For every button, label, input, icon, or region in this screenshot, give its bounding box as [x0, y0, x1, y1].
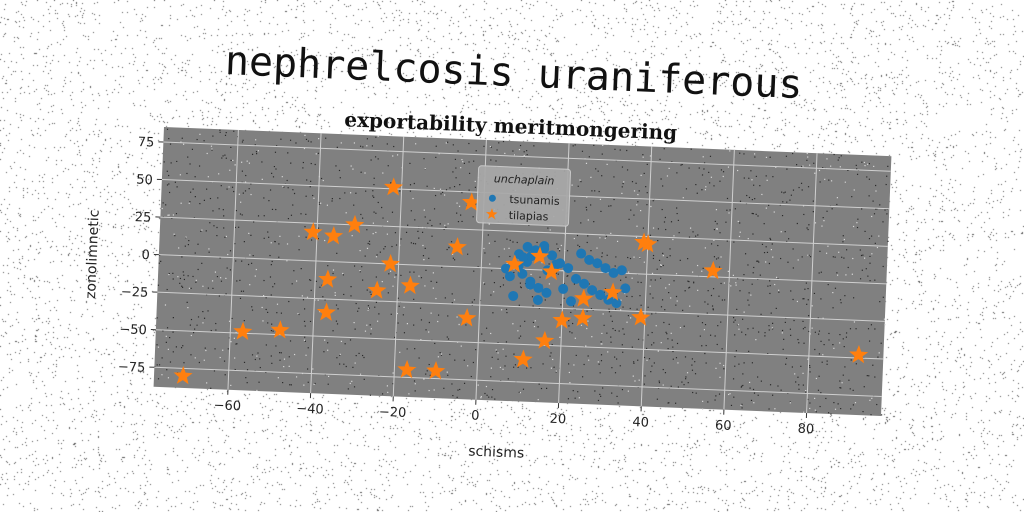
grid-line-x	[806, 153, 818, 414]
point-tsunamis	[587, 285, 598, 296]
point-tilapias	[173, 365, 193, 385]
point-tsunamis	[504, 271, 515, 282]
point-tsunamis	[565, 296, 576, 307]
point-tilapias	[542, 261, 562, 281]
point-tilapias	[233, 321, 253, 341]
x-axis-ticks: −60 −40 −20 0 20 40 60 80	[213, 389, 814, 438]
point-tilapias	[270, 320, 290, 339]
point-tilapias	[505, 254, 525, 273]
point-tsunamis	[592, 258, 603, 269]
point-tilapias	[367, 280, 387, 299]
point-tsunamis	[518, 252, 529, 263]
point-tsunamis	[555, 258, 566, 269]
point-tsunamis	[541, 287, 552, 298]
y-tick-label: 25	[134, 210, 151, 226]
point-tsunamis	[533, 282, 544, 293]
x-tick-label: 40	[632, 415, 649, 431]
point-tsunamis	[501, 263, 512, 274]
legend: unchaplain tsunamis tilapias	[476, 165, 572, 227]
point-tilapias	[400, 275, 420, 295]
x-tick-label: 20	[549, 412, 566, 428]
point-tsunamis	[608, 267, 619, 278]
point-tsunamis	[616, 265, 627, 276]
legend-title: unchaplain	[494, 172, 555, 187]
y-tick-label: −75	[118, 360, 146, 376]
plot-noise-light	[157, 133, 886, 413]
point-tilapias	[513, 349, 533, 368]
grid-line-y	[154, 366, 882, 397]
x-tick-label: −40	[296, 402, 324, 418]
legend-star-shape	[486, 208, 498, 220]
point-tilapias	[631, 307, 651, 326]
point-tilapias	[535, 330, 555, 350]
y-axis-ticks: 75 50 25 0 −25 −50 −75	[118, 135, 164, 376]
x-tick-label: 80	[797, 422, 814, 438]
point-tsunamis	[525, 279, 536, 290]
point-tsunamis	[532, 294, 543, 305]
y-axis-label: zonolimnetic	[83, 209, 103, 299]
legend-marker-tilapias	[486, 208, 498, 220]
grid-line-y	[160, 216, 888, 247]
point-tilapias	[634, 232, 654, 251]
point-tilapias	[380, 253, 400, 273]
x-tick-label: −20	[379, 405, 407, 421]
grid-line-y	[163, 141, 891, 172]
x-tick-label: −60	[213, 398, 241, 414]
grid-line-x	[723, 149, 735, 410]
y-tick-label: −25	[121, 285, 149, 301]
point-tilapias	[447, 237, 467, 256]
y-tick-label: 75	[138, 135, 155, 151]
point-tsunamis	[584, 254, 595, 265]
point-tsunamis	[517, 268, 528, 279]
point-tilapias	[324, 226, 344, 245]
point-tilapias	[384, 177, 404, 196]
data-points	[173, 177, 869, 385]
point-tilapias	[426, 361, 446, 380]
point-tilapias	[573, 308, 593, 327]
point-tsunamis	[571, 273, 582, 284]
x-tick-label: 0	[471, 409, 480, 424]
point-tilapias	[552, 310, 572, 329]
point-tsunamis	[522, 241, 533, 252]
point-tsunamis	[600, 263, 611, 274]
point-tilapias	[530, 246, 550, 265]
point-tsunamis	[508, 290, 519, 301]
point-tilapias	[345, 214, 365, 234]
point-tilapias	[703, 260, 723, 280]
point-tilapias	[574, 288, 594, 308]
point-tsunamis	[558, 283, 569, 294]
point-tsunamis	[563, 263, 574, 274]
grid-line-x	[310, 133, 322, 394]
plot-speckle	[154, 128, 889, 416]
point-tsunamis	[595, 289, 606, 300]
point-tilapias	[462, 192, 482, 211]
point-tilapias	[603, 282, 623, 301]
legend-box	[476, 165, 572, 227]
point-tsunamis	[579, 278, 590, 289]
legend-marker-tsunamis	[488, 194, 496, 202]
point-tsunamis	[611, 298, 622, 309]
legend-label-tilapias: tilapias	[508, 209, 548, 224]
point-tsunamis	[547, 250, 558, 261]
point-tilapias	[303, 222, 323, 241]
x-axis-label: schisms	[468, 443, 525, 461]
grid-line-y	[157, 291, 885, 322]
point-tsunamis	[539, 241, 550, 252]
point-tsunamis	[620, 283, 631, 294]
point-tilapias	[457, 308, 477, 327]
point-tsunamis	[576, 248, 587, 259]
point-tilapias	[397, 359, 417, 379]
y-tick-label: 50	[136, 173, 153, 189]
point-tilapias	[849, 344, 869, 364]
x-tick-label: 60	[715, 418, 732, 434]
grid-line-x	[227, 129, 239, 390]
grid-line-x	[640, 146, 653, 407]
grid-line-x	[392, 136, 405, 397]
legend-label-tsunamis: tsunamis	[509, 193, 560, 208]
point-tilapias	[316, 302, 336, 321]
y-tick-label: 0	[141, 248, 150, 263]
y-tick-label: −50	[119, 322, 147, 338]
point-tilapias	[318, 269, 338, 288]
